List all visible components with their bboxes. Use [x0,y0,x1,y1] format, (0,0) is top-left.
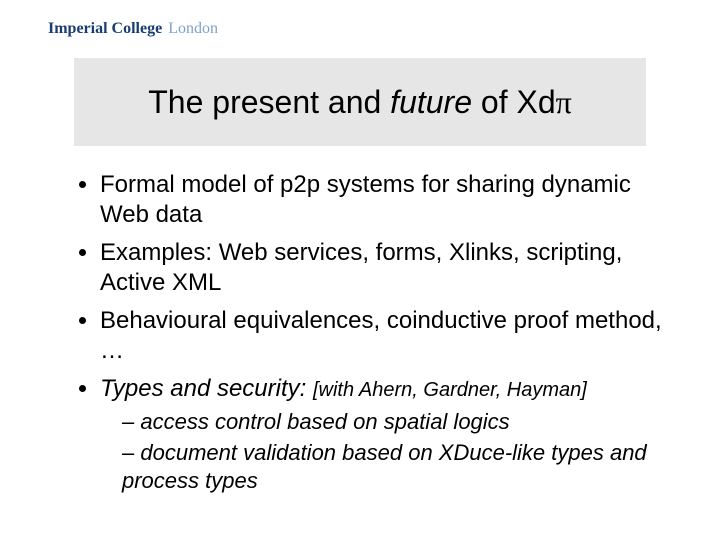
bullet-text: Examples: Web services, forms, Xlinks, s… [100,239,622,296]
bullet-text: Behavioural equivalences, coinductive pr… [100,307,662,364]
bullet-list: Formal model of p2p systems for sharing … [72,170,672,496]
logo-strong: Imperial College [48,20,162,38]
list-item: Examples: Web services, forms, Xlinks, s… [100,238,672,298]
institution-logo: Imperial College London [48,20,218,38]
title-pi: π [556,84,572,120]
sub-list: access control based on spatial logics d… [100,408,672,496]
title-prefix: The present and [148,84,390,120]
sub-list-item: access control based on spatial logics [122,408,672,437]
list-item: Behavioural equivalences, coinductive pr… [100,306,672,366]
title-band: The present and future of Xdπ [74,58,646,146]
sub-list-item: document validation based on XDuce-like … [122,439,672,496]
list-item: Formal model of p2p systems for sharing … [100,170,672,230]
list-item: Types and security: [with Ahern, Gardner… [100,374,672,496]
bullet-bracket: [with Ahern, Gardner, Hayman] [313,379,587,401]
sub-text: document validation based on XDuce-like … [122,440,647,494]
sub-text: access control based on spatial logics [140,409,509,434]
title-italic: future [390,84,472,120]
title-suffix: of Xd [472,84,556,120]
logo-light: London [168,20,218,38]
content-area: Formal model of p2p systems for sharing … [72,170,672,504]
bullet-italic-lead: Types and security: [100,375,313,402]
slide-title: The present and future of Xdπ [148,84,572,121]
bullet-text: Formal model of p2p systems for sharing … [100,171,631,228]
slide: Imperial College London The present and … [0,0,720,540]
